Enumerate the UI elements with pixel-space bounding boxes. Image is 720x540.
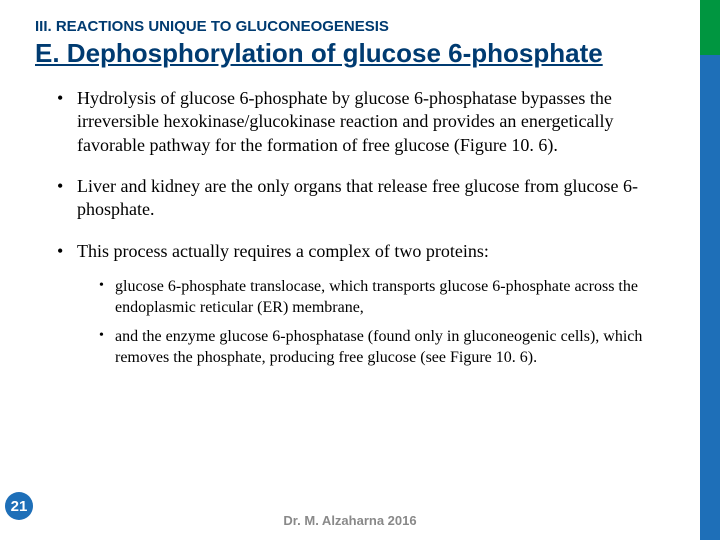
footer-text: Dr. M. Alzaharna 2016: [0, 513, 700, 528]
bullet-item: Hydrolysis of glucose 6-phosphate by glu…: [57, 87, 670, 157]
sidebar-stripe: [700, 0, 720, 540]
bullet-item: This process actually requires a complex…: [57, 240, 670, 369]
bullet-item: Liver and kidney are the only organs tha…: [57, 175, 670, 222]
slide-title: E. Dephosphorylation of glucose 6-phosph…: [35, 39, 670, 69]
sidebar-blue: [700, 55, 720, 540]
main-bullet-list: Hydrolysis of glucose 6-phosphate by glu…: [35, 87, 670, 369]
sub-bullet-list: glucose 6-phosphate translocase, which t…: [77, 277, 670, 368]
slide-content: III. REACTIONS UNIQUE TO GLUCONEOGENESIS…: [0, 0, 700, 406]
sidebar-green: [700, 0, 720, 55]
sub-bullet-item: glucose 6-phosphate translocase, which t…: [99, 277, 670, 319]
bullet-text: This process actually requires a complex…: [77, 241, 489, 261]
section-label: III. REACTIONS UNIQUE TO GLUCONEOGENESIS: [35, 18, 670, 35]
sub-bullet-item: and the enzyme glucose 6-phosphatase (fo…: [99, 327, 670, 369]
